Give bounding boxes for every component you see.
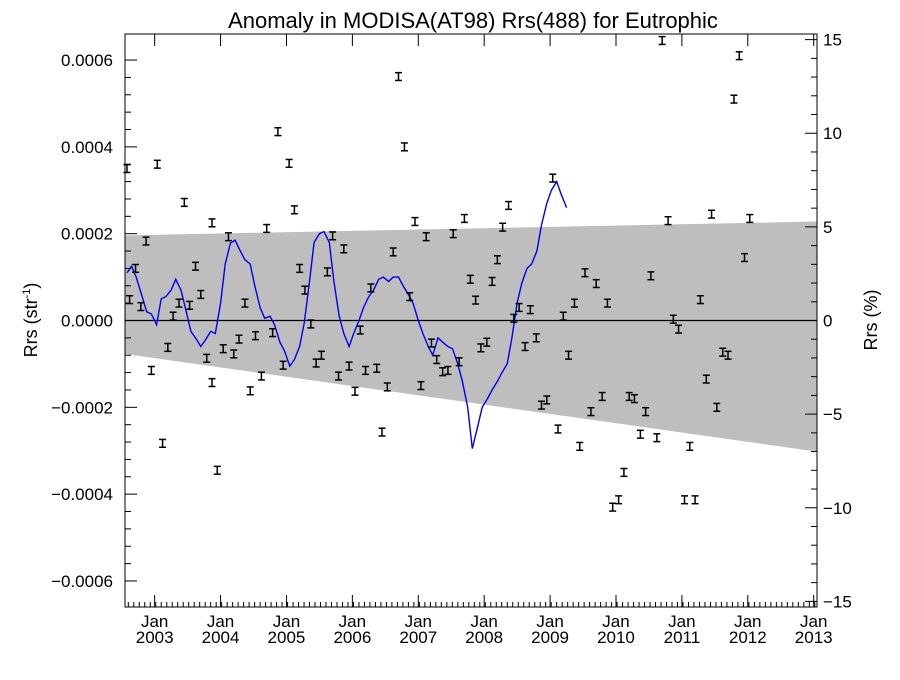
confidence-band xyxy=(125,221,817,452)
y-tick-label-right: 0 xyxy=(823,312,832,331)
x-tick-label-year: 2010 xyxy=(597,628,635,647)
y-axis-label-left-close: ) xyxy=(21,283,41,289)
y-tick-label-left: 0.0006 xyxy=(61,51,113,70)
x-tick-label-year: 2005 xyxy=(268,628,306,647)
x-tick-label-month: Jan xyxy=(207,612,234,631)
confidence-band-layer xyxy=(125,221,817,452)
x-tick-label-month: Jan xyxy=(141,612,168,631)
y-tick-label-right: 10 xyxy=(823,124,842,143)
y-tick-label-right: −5 xyxy=(823,405,842,424)
x-tick-label-month: Jan xyxy=(668,612,695,631)
x-tick-label-year: 2004 xyxy=(202,628,240,647)
x-tick-label-month: Jan xyxy=(339,612,366,631)
y-tick-label-right: 15 xyxy=(823,31,842,50)
y-tick-label-right: −10 xyxy=(823,499,852,518)
y-tick-label-left: 0.0000 xyxy=(61,312,113,331)
y-axis-label-left: Rrs (str-1) xyxy=(21,283,41,358)
x-tick-label-year: 2013 xyxy=(795,628,833,647)
y-axis-label-right: Rrs (%) xyxy=(861,290,881,351)
x-tick-label-month: Jan xyxy=(273,612,300,631)
x-tick-label-month: Jan xyxy=(536,612,563,631)
y-axis-label-left-sup: -1 xyxy=(21,289,33,299)
left-axis: 0.0006 0.0004 0.0002 0.0000 −0.0002 −0.0004 −0… xyxy=(51,51,137,591)
y-axis-label-left-main: Rrs (str xyxy=(21,298,41,357)
y-tick-label-left: −0.0002 xyxy=(51,398,113,417)
right-axis: 15 10 5 0 −5 −10 −15 xyxy=(805,31,852,611)
y-tick-label-left: 0.0002 xyxy=(61,225,113,244)
x-tick-label-month: Jan xyxy=(602,612,629,631)
x-tick-label-year: 2012 xyxy=(729,628,767,647)
errorbar-layer xyxy=(123,35,754,512)
x-tick-label-year: 2008 xyxy=(465,628,503,647)
y-tick-label-left: 0.0004 xyxy=(61,138,113,157)
x-tick-label-month: Jan xyxy=(800,612,827,631)
bottom-axis: Jan2003Jan2004Jan2005Jan2006Jan2007Jan20… xyxy=(127,34,833,647)
x-tick-label-month: Jan xyxy=(405,612,432,631)
y-tick-label-left: −0.0004 xyxy=(51,485,113,504)
series-line xyxy=(126,179,568,449)
y-tick-label-right: 5 xyxy=(823,218,832,237)
x-tick-label-year: 2003 xyxy=(136,628,174,647)
smoothed-line-layer xyxy=(126,179,568,449)
y-tick-label-right: −15 xyxy=(823,592,852,611)
y-tick-label-left: −0.0006 xyxy=(51,572,113,591)
x-tick-label-month: Jan xyxy=(470,612,497,631)
chart-title: Anomaly in MODISA(AT98) Rrs(488) for Eut… xyxy=(228,8,718,33)
x-tick-label-month: Jan xyxy=(734,612,761,631)
x-tick-label-year: 2007 xyxy=(399,628,437,647)
x-tick-label-year: 2006 xyxy=(333,628,371,647)
x-tick-label-year: 2011 xyxy=(664,628,701,647)
x-tick-label-year: 2009 xyxy=(531,628,569,647)
